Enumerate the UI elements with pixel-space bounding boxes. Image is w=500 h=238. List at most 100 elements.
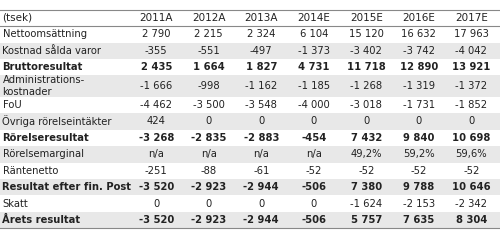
Text: Kostnad sålda varor: Kostnad sålda varor — [2, 46, 102, 56]
Bar — [0, 195, 500, 212]
Text: 0: 0 — [416, 116, 422, 126]
Text: 0: 0 — [363, 116, 370, 126]
Text: FoU: FoU — [2, 100, 21, 110]
Text: -3 018: -3 018 — [350, 100, 382, 110]
Text: Rörelseresultat: Rörelseresultat — [2, 133, 89, 143]
Text: 12 890: 12 890 — [400, 62, 438, 72]
Text: 2016E: 2016E — [402, 13, 435, 23]
Text: n/a: n/a — [201, 149, 216, 159]
Text: -506: -506 — [301, 215, 326, 225]
Text: 0: 0 — [258, 199, 264, 209]
Text: 49,2%: 49,2% — [350, 149, 382, 159]
Text: 2 324: 2 324 — [247, 29, 276, 39]
Bar — [0, 43, 500, 59]
Text: 2 790: 2 790 — [142, 29, 171, 39]
Text: Årets resultat: Årets resultat — [2, 215, 80, 225]
Text: 2011A: 2011A — [140, 13, 173, 23]
Text: -1 624: -1 624 — [350, 199, 382, 209]
Text: 2014E: 2014E — [298, 13, 330, 23]
Text: 0: 0 — [310, 199, 317, 209]
Text: 2013A: 2013A — [244, 13, 278, 23]
Text: -3 402: -3 402 — [350, 46, 382, 56]
Text: -1 666: -1 666 — [140, 81, 172, 91]
Text: -52: -52 — [306, 166, 322, 176]
Text: 7 635: 7 635 — [403, 215, 434, 225]
Text: Resultat efter fin. Post: Resultat efter fin. Post — [2, 182, 132, 192]
Bar — [0, 129, 500, 146]
Text: -551: -551 — [198, 46, 220, 56]
Text: 2012A: 2012A — [192, 13, 226, 23]
Text: -3 520: -3 520 — [138, 182, 174, 192]
Bar — [0, 146, 500, 163]
Text: 11 718: 11 718 — [347, 62, 386, 72]
Text: -1 852: -1 852 — [455, 100, 488, 110]
Text: -1 319: -1 319 — [402, 81, 435, 91]
Text: 0: 0 — [153, 199, 160, 209]
Bar — [0, 75, 500, 97]
Text: -251: -251 — [145, 166, 168, 176]
Text: n/a: n/a — [254, 149, 269, 159]
Text: 10 698: 10 698 — [452, 133, 490, 143]
Bar — [0, 212, 500, 228]
Text: -4 462: -4 462 — [140, 100, 172, 110]
Text: -1 162: -1 162 — [245, 81, 278, 91]
Text: -2 153: -2 153 — [402, 199, 435, 209]
Text: -2 883: -2 883 — [244, 133, 279, 143]
Text: 2 435: 2 435 — [140, 62, 172, 72]
Text: (tsek): (tsek) — [2, 13, 32, 23]
Bar — [0, 97, 500, 113]
Text: n/a: n/a — [148, 149, 164, 159]
Text: 6 104: 6 104 — [300, 29, 328, 39]
Text: 2 215: 2 215 — [194, 29, 223, 39]
Text: -2 944: -2 944 — [244, 215, 279, 225]
Text: Skatt: Skatt — [2, 199, 28, 209]
Text: n/a: n/a — [306, 149, 322, 159]
Text: 16 632: 16 632 — [402, 29, 436, 39]
Text: 1 827: 1 827 — [246, 62, 277, 72]
Text: -506: -506 — [301, 182, 326, 192]
Text: Räntenetto: Räntenetto — [2, 166, 58, 176]
Text: 59,6%: 59,6% — [456, 149, 487, 159]
Text: -2 342: -2 342 — [455, 199, 487, 209]
Text: -1 731: -1 731 — [402, 100, 435, 110]
Text: Rörelsemarginal: Rörelsemarginal — [2, 149, 84, 159]
Text: -61: -61 — [253, 166, 270, 176]
Text: -52: -52 — [358, 166, 374, 176]
Text: Övriga rörelseintäkter: Övriga rörelseintäkter — [2, 115, 112, 127]
Text: 9 840: 9 840 — [403, 133, 434, 143]
Text: -355: -355 — [145, 46, 168, 56]
Text: 424: 424 — [147, 116, 166, 126]
Text: 7 380: 7 380 — [350, 182, 382, 192]
Text: 0: 0 — [206, 116, 212, 126]
Text: Nettoomsättning: Nettoomsättning — [2, 29, 86, 39]
Text: -4 042: -4 042 — [456, 46, 487, 56]
Text: -2 835: -2 835 — [191, 133, 226, 143]
Text: -454: -454 — [301, 133, 326, 143]
Bar — [0, 113, 500, 129]
Text: 9 788: 9 788 — [403, 182, 434, 192]
Text: -3 742: -3 742 — [402, 46, 434, 56]
Text: -4 000: -4 000 — [298, 100, 330, 110]
Text: -2 944: -2 944 — [244, 182, 279, 192]
Text: -1 373: -1 373 — [298, 46, 330, 56]
Text: 5 757: 5 757 — [350, 215, 382, 225]
Text: -3 500: -3 500 — [193, 100, 224, 110]
Text: 0: 0 — [206, 199, 212, 209]
Bar — [0, 163, 500, 179]
Text: -52: -52 — [410, 166, 427, 176]
Text: 10 646: 10 646 — [452, 182, 490, 192]
Text: Administrations-
kostnader: Administrations- kostnader — [2, 75, 85, 97]
Text: 0: 0 — [258, 116, 264, 126]
Text: -52: -52 — [463, 166, 479, 176]
Text: 4 731: 4 731 — [298, 62, 330, 72]
Text: -998: -998 — [198, 81, 220, 91]
Text: 13 921: 13 921 — [452, 62, 490, 72]
Text: Bruttoresultat: Bruttoresultat — [2, 62, 83, 72]
Text: 7 432: 7 432 — [350, 133, 382, 143]
Text: -1 185: -1 185 — [298, 81, 330, 91]
Bar — [0, 26, 500, 43]
Text: -1 268: -1 268 — [350, 81, 382, 91]
Text: -2 923: -2 923 — [191, 182, 226, 192]
Bar — [0, 10, 500, 26]
Text: 15 120: 15 120 — [349, 29, 384, 39]
